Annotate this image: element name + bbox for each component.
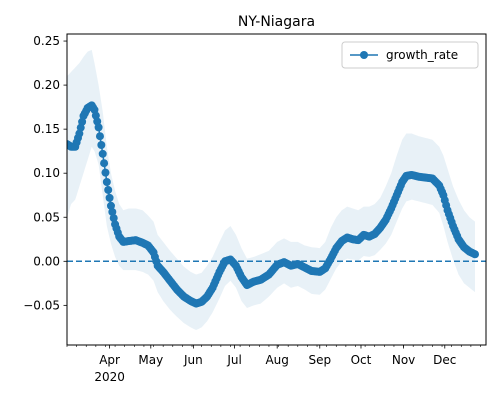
- series-markers-growth-rate: [67, 101, 480, 308]
- plot-frame: [66, 33, 487, 346]
- x-tick-label: Aug: [265, 353, 288, 367]
- y-tick-label: 0.05: [33, 210, 60, 224]
- x-tick-label: Oct: [351, 353, 372, 367]
- x-tick-label: Apr: [99, 353, 120, 367]
- legend-marker: [360, 51, 368, 59]
- data-point: [98, 149, 107, 158]
- legend-box: [341, 41, 479, 69]
- data-point: [94, 123, 103, 132]
- axes-layer: −0.05 0.00 0.05 0.10 0.15 0.20 0.25 Apr May Jun Ju…: [23, 33, 487, 384]
- data-point: [105, 193, 114, 202]
- x-tick-label: Sep: [308, 353, 331, 367]
- data-point: [102, 178, 111, 187]
- confidence-band: [67, 49, 476, 331]
- data-point: [108, 207, 117, 216]
- y-tick-label: 0.15: [33, 122, 60, 136]
- data-point: [95, 132, 104, 141]
- chart-title: NY-Niagara: [238, 14, 315, 30]
- data-point: [101, 168, 110, 177]
- y-tick-label: 0.00: [33, 254, 60, 268]
- data-point: [106, 201, 115, 210]
- data-point: [97, 141, 106, 150]
- x-tick-label: Jul: [226, 353, 241, 367]
- y-tick-label: 0.20: [33, 78, 60, 92]
- data-point: [471, 250, 480, 259]
- x-tick-label: Jun: [183, 353, 203, 367]
- y-tick-label: 0.10: [33, 166, 60, 180]
- confidence-band-layer: [67, 49, 476, 331]
- y-tick-label: 0.25: [33, 34, 60, 48]
- x-tick-label: May: [138, 353, 163, 367]
- data-point: [100, 159, 109, 168]
- legend-label: growth_rate: [386, 48, 458, 62]
- series-layer: [67, 101, 480, 308]
- legend: growth_rate: [341, 41, 479, 69]
- x-tick-label: Nov: [392, 353, 415, 367]
- x-tick-label: Dec: [433, 353, 456, 367]
- y-tick-label: −0.05: [23, 298, 60, 312]
- x-year-label: 2020: [94, 370, 125, 384]
- data-point: [104, 185, 113, 194]
- data-point: [109, 214, 118, 223]
